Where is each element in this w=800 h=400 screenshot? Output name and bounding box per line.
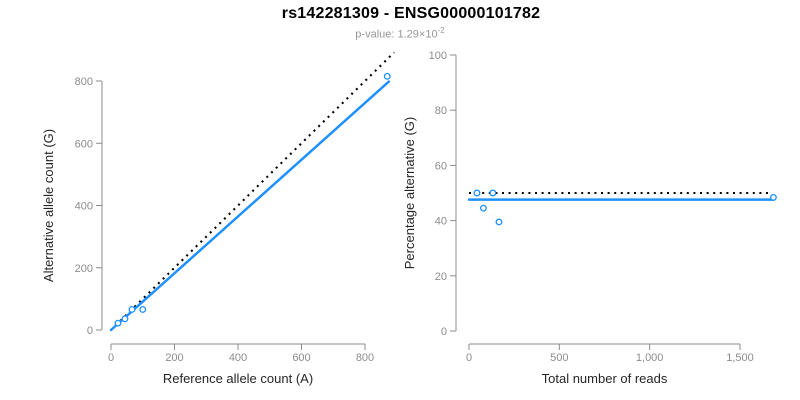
- y-tick-label: 0: [441, 326, 447, 338]
- y-tick-label: 600: [75, 138, 93, 150]
- x-tick-label: 1,000: [636, 352, 664, 364]
- fit-line: [109, 80, 391, 332]
- x-tick-label: 600: [292, 352, 310, 364]
- y-axis-title: Alternative allele count (G): [41, 129, 56, 282]
- y-tick-label: 40: [435, 216, 447, 228]
- x-tick-label: 800: [356, 352, 374, 364]
- data-point-circle: [480, 204, 487, 212]
- identity-line: [110, 51, 395, 331]
- data-point-circle: [139, 306, 147, 313]
- y-tick-label: 200: [75, 263, 93, 275]
- y-tick-label: 400: [75, 201, 93, 213]
- data-point-circle: [495, 218, 503, 226]
- x-tick-label: 0: [466, 352, 472, 364]
- data-point-circle: [769, 193, 777, 201]
- y-axis-title: Percentage alternative (G): [402, 117, 417, 269]
- p-value-text: p-value: 1.29×10: [355, 28, 438, 41]
- y-tick-label: 80: [435, 105, 447, 117]
- page-title: rs142281309 - ENSG00000101782: [281, 5, 541, 22]
- x-tick-label: 500: [550, 352, 568, 364]
- x-tick-label: 200: [165, 352, 183, 364]
- data-point-circle: [489, 189, 497, 197]
- y-tick-label: 100: [429, 50, 447, 62]
- x-axis-title: Reference allele count (A): [163, 371, 313, 386]
- data-point-circle: [114, 319, 122, 327]
- x-tick-label: 400: [229, 352, 247, 364]
- left-plot-allele-counts: 0 200 400 600 800 0 200 400 600 800 Reference alle…: [41, 51, 395, 386]
- x-tick-label: 1,500: [726, 352, 754, 364]
- y-tick-label: 20: [435, 271, 447, 283]
- data-point-circle: [121, 315, 129, 323]
- data-point-circle: [128, 306, 136, 313]
- y-tick-label: 0: [87, 325, 93, 337]
- right-plot-percentage-alternative: 0 20 40 60 80 100 0 500 1,000 1,500 Total number o…: [402, 50, 777, 386]
- data-point-circle: [473, 189, 481, 197]
- y-tick-label: 60: [435, 160, 447, 172]
- p-value-exponent: -2: [437, 26, 445, 35]
- y-tick-label: 800: [75, 76, 93, 88]
- x-tick-label: 0: [108, 352, 114, 364]
- p-value-subtitle: p-value: 1.29×10-2: [0, 26, 800, 41]
- x-axis-title: Total number of reads: [542, 371, 668, 386]
- data-point-circle: [383, 72, 391, 80]
